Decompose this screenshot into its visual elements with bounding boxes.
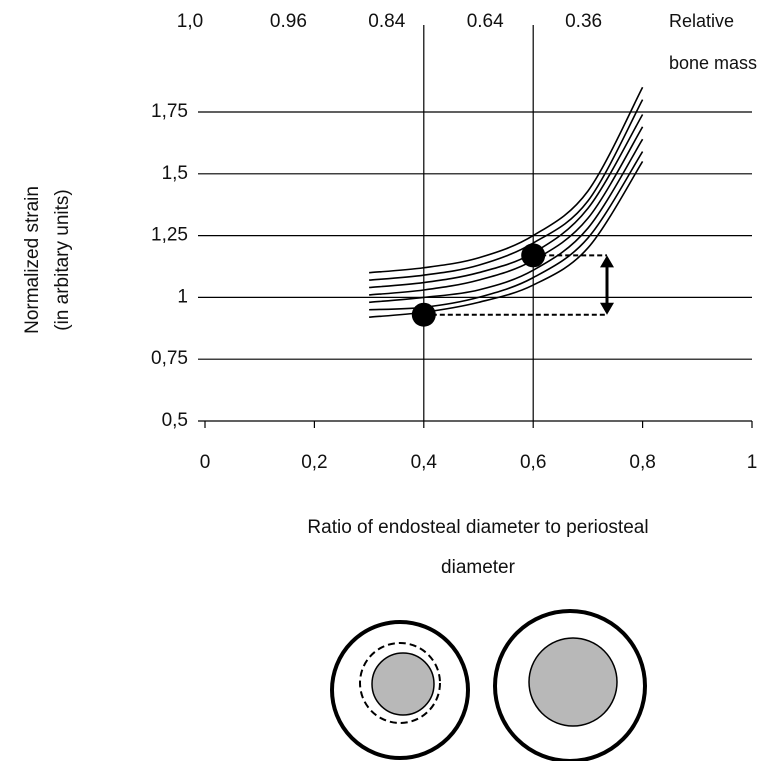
- y-axis-title: (in arbitary units): [52, 189, 73, 331]
- x-tick-label: 0,6: [520, 452, 546, 473]
- marker-point: [411, 302, 436, 327]
- y-tick-label: 0,75: [151, 348, 188, 369]
- y-axis-title: Normalized strain: [22, 186, 43, 334]
- x-tick-label: 1: [747, 452, 758, 473]
- x-tick-label: 0,8: [629, 452, 655, 473]
- y-tick-label: 1,75: [151, 101, 188, 122]
- arrow-head: [600, 255, 614, 268]
- y-tick-label: 1,5: [162, 163, 188, 184]
- inner-circle: [371, 652, 435, 716]
- strain-curve: [369, 86, 644, 274]
- arrow-head: [600, 302, 614, 315]
- cross-section-diagrams: [330, 609, 647, 761]
- strain-curve: [369, 161, 644, 318]
- top-tick-label: 1,0: [177, 11, 203, 32]
- x-tick-label: 0,4: [411, 452, 438, 473]
- top-tick-label: 0.84: [368, 11, 405, 32]
- x-axis-title: Ratio of endosteal diameter to periostea…: [307, 517, 648, 538]
- top-tick-label: 0.64: [467, 11, 504, 32]
- strain-curve: [369, 138, 644, 304]
- strain-curve: [369, 126, 644, 296]
- top-axis-title: bone mass: [669, 53, 757, 73]
- strain-curve: [369, 99, 644, 281]
- top-tick-label: 0.36: [565, 11, 602, 32]
- y-tick-label: 1: [177, 286, 188, 307]
- inner-circle: [528, 637, 618, 727]
- strain-curve: [369, 114, 644, 289]
- x-axis-title: diameter: [441, 557, 516, 578]
- marker-point: [521, 243, 546, 268]
- top-tick-label: 0.96: [270, 11, 307, 32]
- top-axis-title: Relative: [669, 11, 734, 31]
- y-tick-label: 1,25: [151, 225, 188, 246]
- x-tick-label: 0,2: [301, 452, 327, 473]
- x-tick-label: 0: [200, 452, 211, 473]
- dashed-circle: [359, 642, 441, 724]
- y-tick-label: 0,5: [162, 410, 188, 431]
